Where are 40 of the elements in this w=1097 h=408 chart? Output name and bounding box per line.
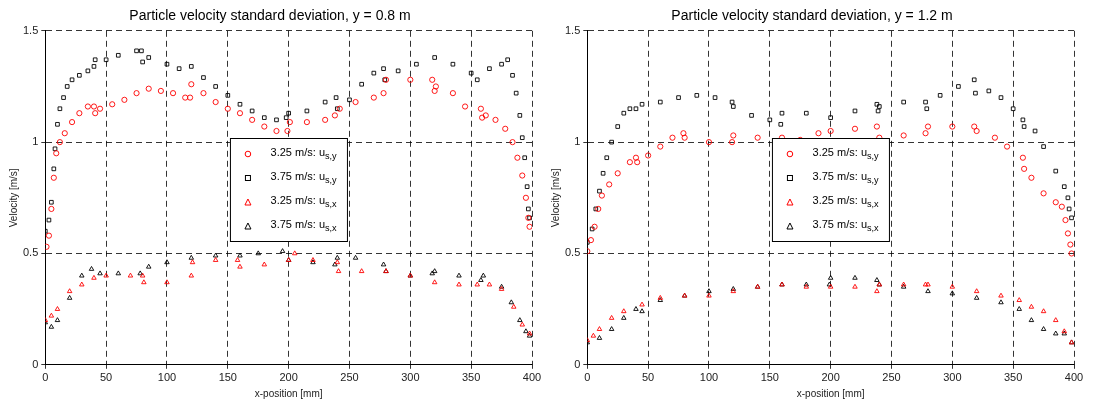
x-tick-label: 250 (340, 371, 359, 384)
y-tick-label: 0 (574, 357, 581, 370)
y-tick-label: 1 (32, 135, 39, 148)
legend-label: 3.25 m/s: u$_{s,y}$ (812, 146, 879, 162)
legend-label: 3.25 m/s: u$_{s,x}$ (270, 194, 337, 210)
y-tick-label: 0.5 (564, 246, 581, 259)
y-tick-label: 1.5 (564, 23, 581, 36)
x-axis-title: x-position [mm] (254, 387, 323, 399)
y-tick-label: 0.5 (22, 246, 39, 259)
y-axis-title: Velocity [m/s] (7, 168, 19, 228)
y-axis-title: Velocity [m/s] (549, 168, 561, 228)
legend-label: 3.25 m/s: u$_{s,x}$ (812, 194, 879, 210)
x-tick-label: 350 (1003, 371, 1023, 384)
legend-label: 3.75 m/s: u$_{s,y}$ (812, 170, 879, 186)
x-tick-label: 400 (1064, 371, 1084, 384)
y-tick-label: 1.5 (22, 23, 39, 36)
x-tick-label: 50 (100, 371, 113, 384)
x-tick-label: 400 (522, 371, 542, 384)
x-tick-label: 150 (218, 371, 237, 384)
chart-title: Particle velocity standard deviation, y = 1.2 m (671, 7, 953, 24)
x-tick-label: 300 (401, 371, 420, 384)
legend-label: 3.75 m/s: u$_{s,y}$ (270, 170, 337, 186)
y-tick-label: 0 (32, 357, 39, 370)
legend-label: 3.25 m/s: u$_{s,y}$ (270, 146, 337, 162)
x-tick-label: 0 (42, 371, 49, 384)
x-axis-title: x-position [mm] (796, 387, 865, 399)
x-tick-label: 150 (760, 371, 779, 384)
x-tick-label: 250 (882, 371, 901, 384)
x-tick-label: 300 (943, 371, 962, 384)
x-tick-label: 200 (821, 371, 840, 384)
legend-label: 3.75 m/s: u$_{s,x}$ (812, 218, 879, 234)
x-tick-label: 50 (642, 371, 655, 384)
chart-title: Particle velocity standard deviation, y = 0.8 m (129, 7, 411, 24)
x-tick-label: 100 (699, 371, 719, 384)
x-tick-label: 200 (279, 371, 298, 384)
legend-label: 3.75 m/s: u$_{s,x}$ (270, 218, 337, 234)
x-tick-label: 0 (584, 371, 591, 384)
x-tick-label: 350 (461, 371, 481, 384)
x-tick-label: 100 (157, 371, 177, 384)
y-tick-label: 1 (574, 135, 581, 148)
